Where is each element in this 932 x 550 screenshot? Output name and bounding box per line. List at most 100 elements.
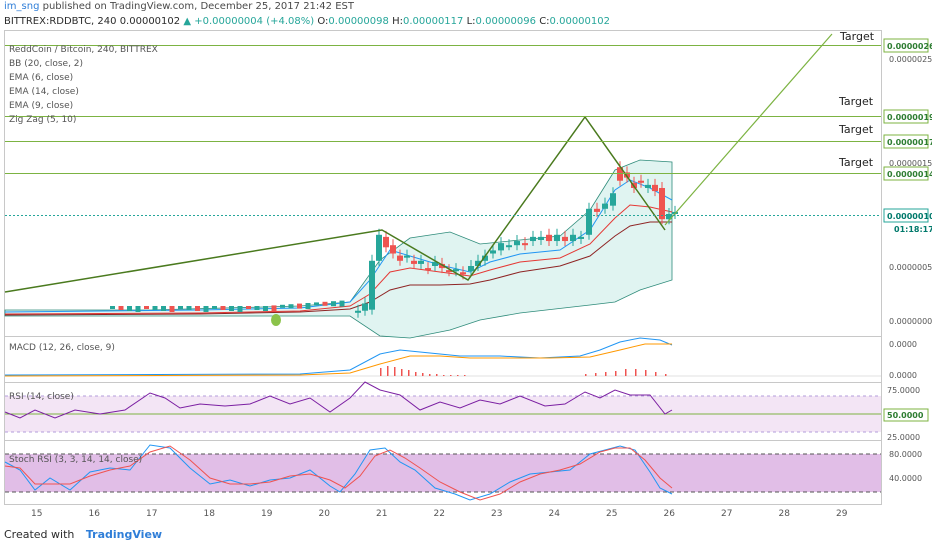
candle: [383, 236, 389, 248]
macd-histogram-bar: [595, 373, 597, 376]
candle: [638, 180, 644, 183]
macd-histogram-bar: [429, 374, 431, 376]
x-tick-label: 26: [664, 509, 676, 519]
macd-tick-top: 0.0000: [889, 340, 917, 349]
author-link[interactable]: im_sng: [4, 1, 40, 12]
macd-histogram-bar: [387, 366, 389, 376]
target-label-1: Target: [839, 30, 875, 43]
candle: [554, 234, 560, 242]
last-price-tag: 0.00000102: [887, 212, 932, 221]
candle: [404, 255, 410, 258]
x-tick-label: 17: [146, 509, 157, 519]
legend-ema14: EMA (14, close): [9, 87, 79, 97]
candle: [355, 310, 361, 313]
candle: [369, 260, 375, 310]
candle: [578, 236, 584, 239]
x-tick-label: 28: [779, 509, 791, 519]
macd-histogram-bar: [415, 372, 417, 376]
candle: [666, 214, 672, 220]
candle: [237, 306, 243, 312]
candle: [562, 236, 568, 242]
candle: [482, 255, 488, 261]
candle: [203, 306, 209, 312]
legend-bb: BB (20, close, 2): [9, 59, 83, 69]
candle: [376, 234, 382, 261]
candle: [586, 208, 592, 235]
close-value: 0.00000102: [549, 16, 610, 27]
macd-histogram-bar: [585, 374, 587, 376]
rsi-tick-25: 25.0000: [887, 433, 920, 442]
target-projection-line: [664, 33, 833, 226]
candle: [475, 260, 481, 266]
tradingview-logo[interactable]: TradingView: [85, 528, 163, 541]
x-tick-label: 22: [434, 509, 445, 519]
candle: [263, 306, 268, 311]
low-label: L:: [466, 16, 476, 27]
open-label: O:: [317, 16, 329, 27]
candle: [652, 184, 658, 192]
candle: [169, 306, 175, 312]
candle: [322, 301, 328, 306]
panel-frames: [4, 30, 882, 505]
signal-marker: [271, 314, 281, 326]
price-tag-172-box: [883, 134, 929, 149]
price-tag-141-box: [883, 166, 929, 181]
last-price: 0.00000102: [119, 16, 181, 27]
macd-histogram-bar: [635, 369, 637, 376]
candle: [118, 306, 124, 310]
price-tag-263: 0.00000263: [887, 42, 932, 51]
legend-ema6: EMA (6, close): [9, 73, 73, 83]
macd-histogram-bar: [625, 369, 627, 376]
rsi-line: [4, 381, 673, 419]
rsi-value-box: [883, 408, 929, 422]
macd-histogram-bar: [443, 375, 445, 376]
stoch-tick-40: 40.0000: [889, 474, 922, 483]
stoch-panel-frame: [4, 440, 882, 505]
candle: [297, 303, 302, 309]
x-tick-label: 29: [836, 509, 848, 519]
macd-histogram-bar: [380, 368, 382, 376]
open-value: 0.00000098: [328, 16, 389, 27]
legend-ema9: EMA (9, close): [9, 101, 73, 111]
candle: [220, 306, 226, 310]
candle: [439, 263, 445, 269]
candle: [602, 203, 608, 209]
candle: [161, 306, 166, 311]
macd-histogram-bar: [450, 375, 452, 376]
x-tick-label: 25: [606, 509, 617, 519]
macd-histogram-bar: [464, 375, 466, 376]
price-tag-196-box: [883, 109, 929, 124]
high-label: H:: [392, 16, 403, 27]
candle: [280, 304, 285, 308]
candle: [610, 193, 616, 206]
target-price-tags: 0.00000263 0.00000196 0.00000172 0.00000…: [883, 38, 932, 234]
publish-header: im_sng published on TradingView.com, Dec…: [4, 1, 354, 12]
candle: [514, 241, 520, 246]
footer: Created with TradingView: [4, 528, 162, 541]
candle: [212, 306, 217, 309]
candle: [144, 306, 149, 309]
x-tick-label: 23: [491, 509, 502, 519]
price-tag-172: 0.00000172: [887, 138, 932, 147]
price-tag-196: 0.00000196: [887, 113, 932, 122]
candle: [135, 306, 141, 312]
candle: [339, 300, 345, 307]
candle: [411, 260, 417, 264]
x-tick-label: 21: [376, 509, 387, 519]
legend-title: ReddCoin / Bitcoin, 240, BITTREX: [9, 45, 158, 55]
macd-histogram-bar: [645, 370, 647, 376]
candle: [432, 261, 438, 266]
stoch-panel: Stoch RSI (3, 3, 14, 14, close) 80.0000 …: [4, 444, 922, 501]
candle: [546, 234, 552, 242]
x-tick-label: 15: [31, 509, 42, 519]
macd-histogram-bar: [655, 372, 657, 376]
x-tick-label: 24: [549, 509, 561, 519]
price-change: ▲ +0.00000004 (+4.08%): [183, 16, 315, 27]
macd-line: [4, 337, 673, 376]
candle: [522, 243, 528, 246]
